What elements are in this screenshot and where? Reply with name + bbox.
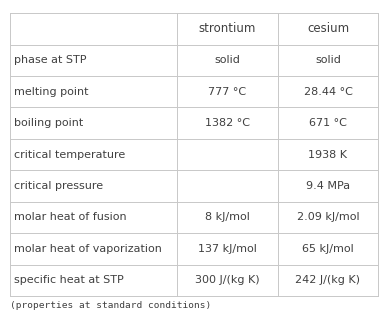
Text: 777 °C: 777 °C bbox=[208, 87, 247, 97]
Text: solid: solid bbox=[315, 55, 341, 65]
Text: 28.44 °C: 28.44 °C bbox=[303, 87, 352, 97]
Text: solid: solid bbox=[215, 55, 241, 65]
Text: strontium: strontium bbox=[199, 22, 256, 35]
Text: 671 °C: 671 °C bbox=[309, 118, 347, 128]
Text: 9.4 MPa: 9.4 MPa bbox=[306, 181, 350, 191]
Text: critical temperature: critical temperature bbox=[14, 149, 126, 160]
Text: 137 kJ/mol: 137 kJ/mol bbox=[198, 244, 257, 254]
Text: 242 J/(kg K): 242 J/(kg K) bbox=[296, 275, 360, 285]
Text: 8 kJ/mol: 8 kJ/mol bbox=[205, 212, 250, 222]
Text: 2.09 kJ/mol: 2.09 kJ/mol bbox=[297, 212, 359, 222]
Text: (properties at standard conditions): (properties at standard conditions) bbox=[10, 301, 211, 310]
Text: 300 J/(kg K): 300 J/(kg K) bbox=[195, 275, 260, 285]
Text: cesium: cesium bbox=[307, 22, 349, 35]
Text: molar heat of vaporization: molar heat of vaporization bbox=[14, 244, 162, 254]
Text: 65 kJ/mol: 65 kJ/mol bbox=[302, 244, 354, 254]
Text: 1382 °C: 1382 °C bbox=[205, 118, 250, 128]
Text: specific heat at STP: specific heat at STP bbox=[14, 275, 124, 285]
Text: critical pressure: critical pressure bbox=[14, 181, 104, 191]
Text: molar heat of fusion: molar heat of fusion bbox=[14, 212, 127, 222]
Text: 1938 K: 1938 K bbox=[308, 149, 348, 160]
Text: phase at STP: phase at STP bbox=[14, 55, 87, 65]
Text: boiling point: boiling point bbox=[14, 118, 83, 128]
Text: melting point: melting point bbox=[14, 87, 89, 97]
